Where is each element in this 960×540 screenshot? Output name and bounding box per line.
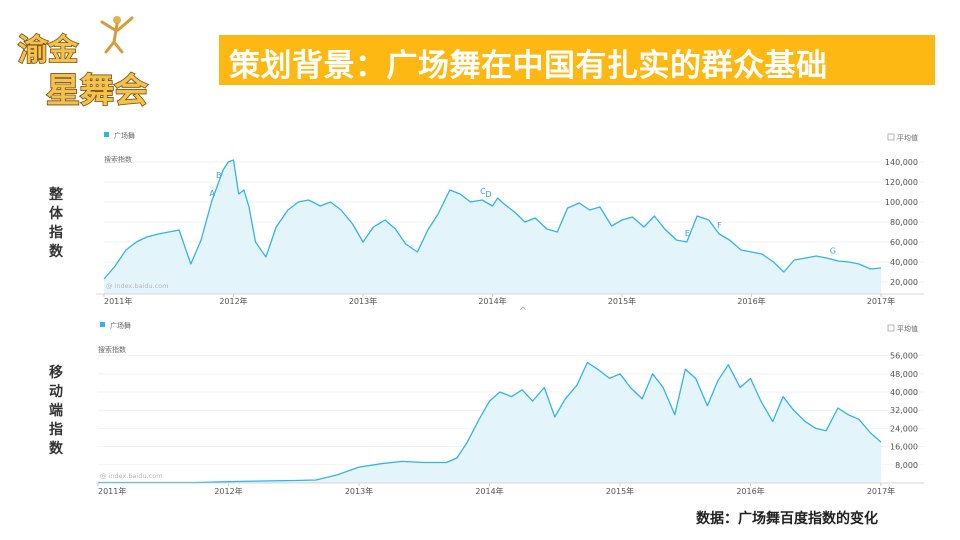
- legend-label: 广场舞: [114, 131, 135, 140]
- average-checkbox-label: 平均值: [897, 324, 918, 333]
- x-tick-label: 2016年: [737, 296, 765, 306]
- y-tick-label: 60,000: [890, 238, 918, 247]
- mobile-index-label: 移动端指数: [49, 365, 63, 457]
- y-tick-label: 140,000: [885, 158, 918, 167]
- y-tick-label: 32,000: [890, 406, 918, 415]
- overall-index-label: 整体指数: [49, 187, 63, 260]
- x-tick-label: 2017年: [867, 296, 895, 306]
- y-tick-label: 80,000: [890, 218, 918, 227]
- series-area: [104, 160, 881, 294]
- data-caption: 数据：广场舞百度指数的变化: [696, 511, 878, 527]
- y-tick-label: 24,000: [890, 424, 918, 433]
- annotation-marker[interactable]: F: [717, 221, 722, 230]
- expand-chevron-icon[interactable]: [519, 306, 527, 311]
- x-ticks: 2011年 2012年 2013年 2014年 2015年 2016年 2017年: [103, 294, 895, 306]
- y-tick-label: 40,000: [890, 388, 918, 397]
- y-ticks: 140,000 120,000 100,000 80,000 60,000 40,000 2…: [885, 158, 918, 287]
- average-checkbox[interactable]: [887, 133, 895, 141]
- y-tick-label: 20,000: [890, 278, 918, 287]
- title-bar: 策划背景：广场舞在中国有扎实的群众基础: [219, 35, 935, 85]
- annotations: AB C D E F G: [209, 171, 836, 255]
- watermark: @ index.baidu.com: [106, 282, 169, 290]
- logo-line1: 渝金: [18, 33, 79, 68]
- x-tick-label: 2016年: [736, 486, 764, 496]
- x-tick-label: 2011年: [98, 486, 126, 496]
- annotation-marker[interactable]: C: [480, 187, 486, 196]
- annotation-marker[interactable]: B: [216, 171, 222, 180]
- x-tick-label: 2012年: [214, 486, 242, 496]
- y-ticks: 56,000 48,000 40,000 32,000 24,000 16,000 8,00…: [890, 352, 918, 470]
- y-tick-label: 100,000: [885, 198, 918, 207]
- y-axis-label: 搜索指数: [104, 155, 132, 164]
- x-tick-label: 2013年: [345, 486, 373, 496]
- logo-graphic: 渝金 星舞会: [17, 16, 149, 112]
- x-tick-label: 2013年: [349, 296, 377, 306]
- series-line: [103, 159, 882, 280]
- y-tick-label: 120,000: [885, 178, 918, 187]
- y-tick-label: 16,000: [890, 443, 918, 452]
- legend-swatch: [100, 322, 105, 327]
- mobile-index-chart-svg: 广场舞 平均值 搜索指数 56,000 48,000 40,000 32,000 24,…: [96, 321, 924, 496]
- page-title: 策划背景：广场舞在中国有扎实的群众基础: [229, 48, 828, 84]
- logo: 渝金 星舞会: [14, 8, 204, 112]
- average-checkbox-label: 平均值: [897, 133, 918, 142]
- overall-index-chart-svg: 广场舞 平均值 搜索指数 AB C D E F G 140,000 120,000 100,0…: [96, 131, 924, 311]
- annotation-marker[interactable]: G: [830, 246, 836, 255]
- legend-label: 广场舞: [110, 321, 131, 330]
- y-axis-label: 搜索指数: [98, 345, 126, 354]
- x-ticks: 2011年 2012年 2013年 2014年 2015年 2016年 2017年: [97, 483, 895, 496]
- annotation-marker[interactable]: D: [485, 190, 491, 199]
- y-tick-label: 56,000: [890, 352, 918, 361]
- y-tick-label: 8,000: [895, 461, 918, 470]
- average-checkbox[interactable]: [887, 324, 895, 332]
- y-tick-label: 48,000: [890, 370, 918, 379]
- logo-line2: 星舞会: [46, 71, 148, 108]
- annotation-marker[interactable]: E: [685, 229, 690, 238]
- y-tick-label: 40,000: [890, 258, 918, 267]
- mobile-index-chart: 广场舞 平均值 搜索指数 56,000 48,000 40,000 32,000 24,…: [96, 318, 924, 500]
- x-tick-label: 2014年: [475, 486, 503, 496]
- dancer-icon: [100, 16, 134, 54]
- x-tick-label: 2015年: [608, 296, 636, 306]
- series-area: [98, 362, 881, 483]
- x-tick-label: 2014年: [478, 296, 506, 306]
- legend-swatch: [104, 132, 109, 137]
- x-tick-label: 2015年: [606, 486, 634, 496]
- series-line: [98, 361, 882, 484]
- watermark: @ index.baidu.com: [100, 472, 163, 480]
- x-tick-label: 2017年: [867, 486, 895, 496]
- x-tick-label: 2011年: [104, 296, 132, 306]
- x-tick-label: 2012年: [219, 296, 247, 306]
- annotation-marker[interactable]: A: [209, 189, 215, 198]
